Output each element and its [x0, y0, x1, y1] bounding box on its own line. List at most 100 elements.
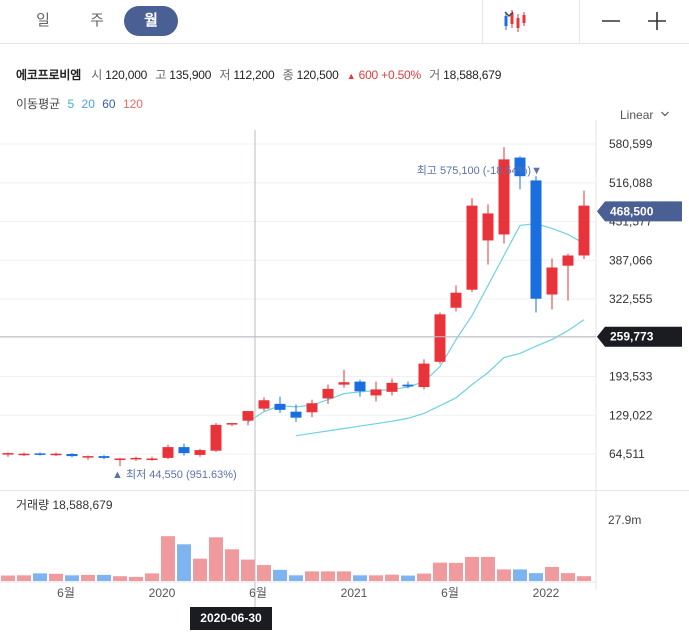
scale-mode-select[interactable]: Linear [620, 108, 670, 122]
period-toolbar: 일 주 월 [0, 0, 689, 44]
candle-body [514, 157, 526, 177]
candle-body [338, 382, 350, 385]
candle-body [498, 159, 510, 235]
candle-body [242, 411, 254, 421]
volume-bar [113, 576, 127, 581]
candle-body [306, 403, 318, 413]
ma-line-short [247, 223, 585, 423]
open-value: 120,000 [105, 68, 148, 82]
price-tick-label: 580,599 [609, 137, 653, 151]
candle-body [114, 458, 126, 461]
volume-bar [417, 573, 431, 581]
zoom-out-button[interactable] [594, 4, 628, 38]
tab-week[interactable]: 주 [90, 12, 104, 29]
volume-bar [561, 573, 575, 581]
time-tick-label: 2022 [533, 586, 560, 600]
candle-body [226, 423, 238, 425]
candlestick-icon [504, 10, 526, 32]
open-label: 시 [91, 68, 103, 82]
candlesticks [2, 147, 590, 466]
ma-line-long [295, 319, 585, 437]
price-tag-shape [597, 201, 682, 222]
volume-bar [481, 556, 495, 581]
volume-bar [513, 569, 527, 581]
tab-month[interactable]: 월 [124, 6, 178, 36]
crosshair-tag-value: 259,773 [610, 330, 654, 344]
candle-body [530, 180, 542, 299]
volume-bar [353, 575, 367, 581]
minus-icon [602, 20, 620, 22]
candle-body [258, 400, 270, 409]
candle-body [194, 450, 206, 455]
price-tag-value: 468,500 [610, 204, 654, 218]
price-tick-label: 193,533 [609, 370, 653, 384]
volume-bars [1, 536, 591, 581]
ma-period-60: 60 [102, 97, 116, 111]
candle-body [162, 447, 174, 458]
candle-body [98, 456, 110, 458]
candle-body [418, 363, 430, 388]
low-value: 112,200 [233, 68, 275, 82]
volume-bar [465, 556, 479, 581]
low-label: 저 [219, 68, 231, 82]
moving-average-lines [247, 223, 585, 437]
current-price-tag: 468,500 [597, 201, 682, 222]
candle-body [274, 403, 286, 410]
candle-body [370, 389, 382, 396]
volume-bar [337, 571, 351, 581]
time-tick-label: 6월 [57, 586, 75, 600]
volume-label: 거 [429, 68, 440, 82]
candle-body [466, 205, 478, 290]
volume-bar [81, 574, 95, 581]
candle-body [178, 447, 190, 454]
volume-panel-title: 거래량 18,588,679 [16, 498, 113, 512]
volume-bar [321, 571, 335, 581]
volume-bar [433, 562, 447, 581]
candle-body [130, 457, 142, 460]
quote-summary: 에코프로비엠 시 120,000 고 135,900 저 112,200 종 1… [16, 66, 501, 83]
price-tick-label: 387,066 [609, 253, 653, 267]
change-percent: +0.50% [381, 68, 421, 82]
scale-mode-label: Linear [620, 108, 654, 122]
plus-icon [648, 12, 666, 30]
candle-body [450, 292, 462, 308]
min-price-annotation: ▲ 최저 44,550 (951.63%) [112, 468, 237, 481]
time-axis: 6월 2020 6월 2021 6월 2022 [0, 581, 596, 600]
volume-bar [385, 574, 399, 581]
max-price-annotation: 최고 575,100 (-18.54%)▼ [417, 164, 542, 177]
volume-bar [529, 573, 543, 581]
stock-name: 에코프로비엠 [16, 68, 82, 82]
time-tick-label: 6월 [441, 586, 459, 600]
volume-bar [369, 575, 383, 581]
volume-bar [401, 575, 415, 581]
candle-body [386, 382, 398, 392]
high-value: 135,900 [169, 68, 212, 82]
candle-body [2, 453, 14, 455]
candle-body [146, 458, 158, 461]
change-value: 600 [358, 68, 379, 82]
price-tick-label: 64,511 [609, 447, 645, 461]
ma-period-20: 20 [81, 97, 95, 111]
candle-body [482, 213, 494, 241]
volume-bar [497, 569, 511, 581]
chevron-down-icon [660, 111, 669, 117]
high-label: 고 [155, 68, 167, 82]
volume-bar [289, 575, 303, 581]
crosshair-price-tag: 259,773 [597, 326, 682, 347]
volume-bar [33, 573, 47, 581]
volume-bar [17, 575, 31, 581]
ma-legend-label: 이동평균 [16, 97, 61, 111]
chart-type-select[interactable] [482, 0, 580, 44]
volume-bar [97, 574, 111, 581]
time-tick-label: 6월 [249, 586, 267, 600]
tab-day[interactable]: 일 [36, 12, 50, 29]
zoom-in-button[interactable] [640, 4, 674, 38]
moving-average-legend: 이동평균 5 20 60 120 [16, 95, 147, 112]
price-chart[interactable]: 580,599516,088451,577387,066322,555258,0… [0, 120, 689, 610]
candle-body [546, 267, 558, 295]
price-axis: 580,599516,088451,577387,066322,555258,0… [609, 137, 653, 461]
ma-period-120: 120 [122, 97, 143, 111]
price-tick-label: 129,022 [609, 408, 653, 422]
crosshair-date-badge: 2020-06-30 [190, 607, 272, 630]
candle-body [578, 205, 590, 256]
